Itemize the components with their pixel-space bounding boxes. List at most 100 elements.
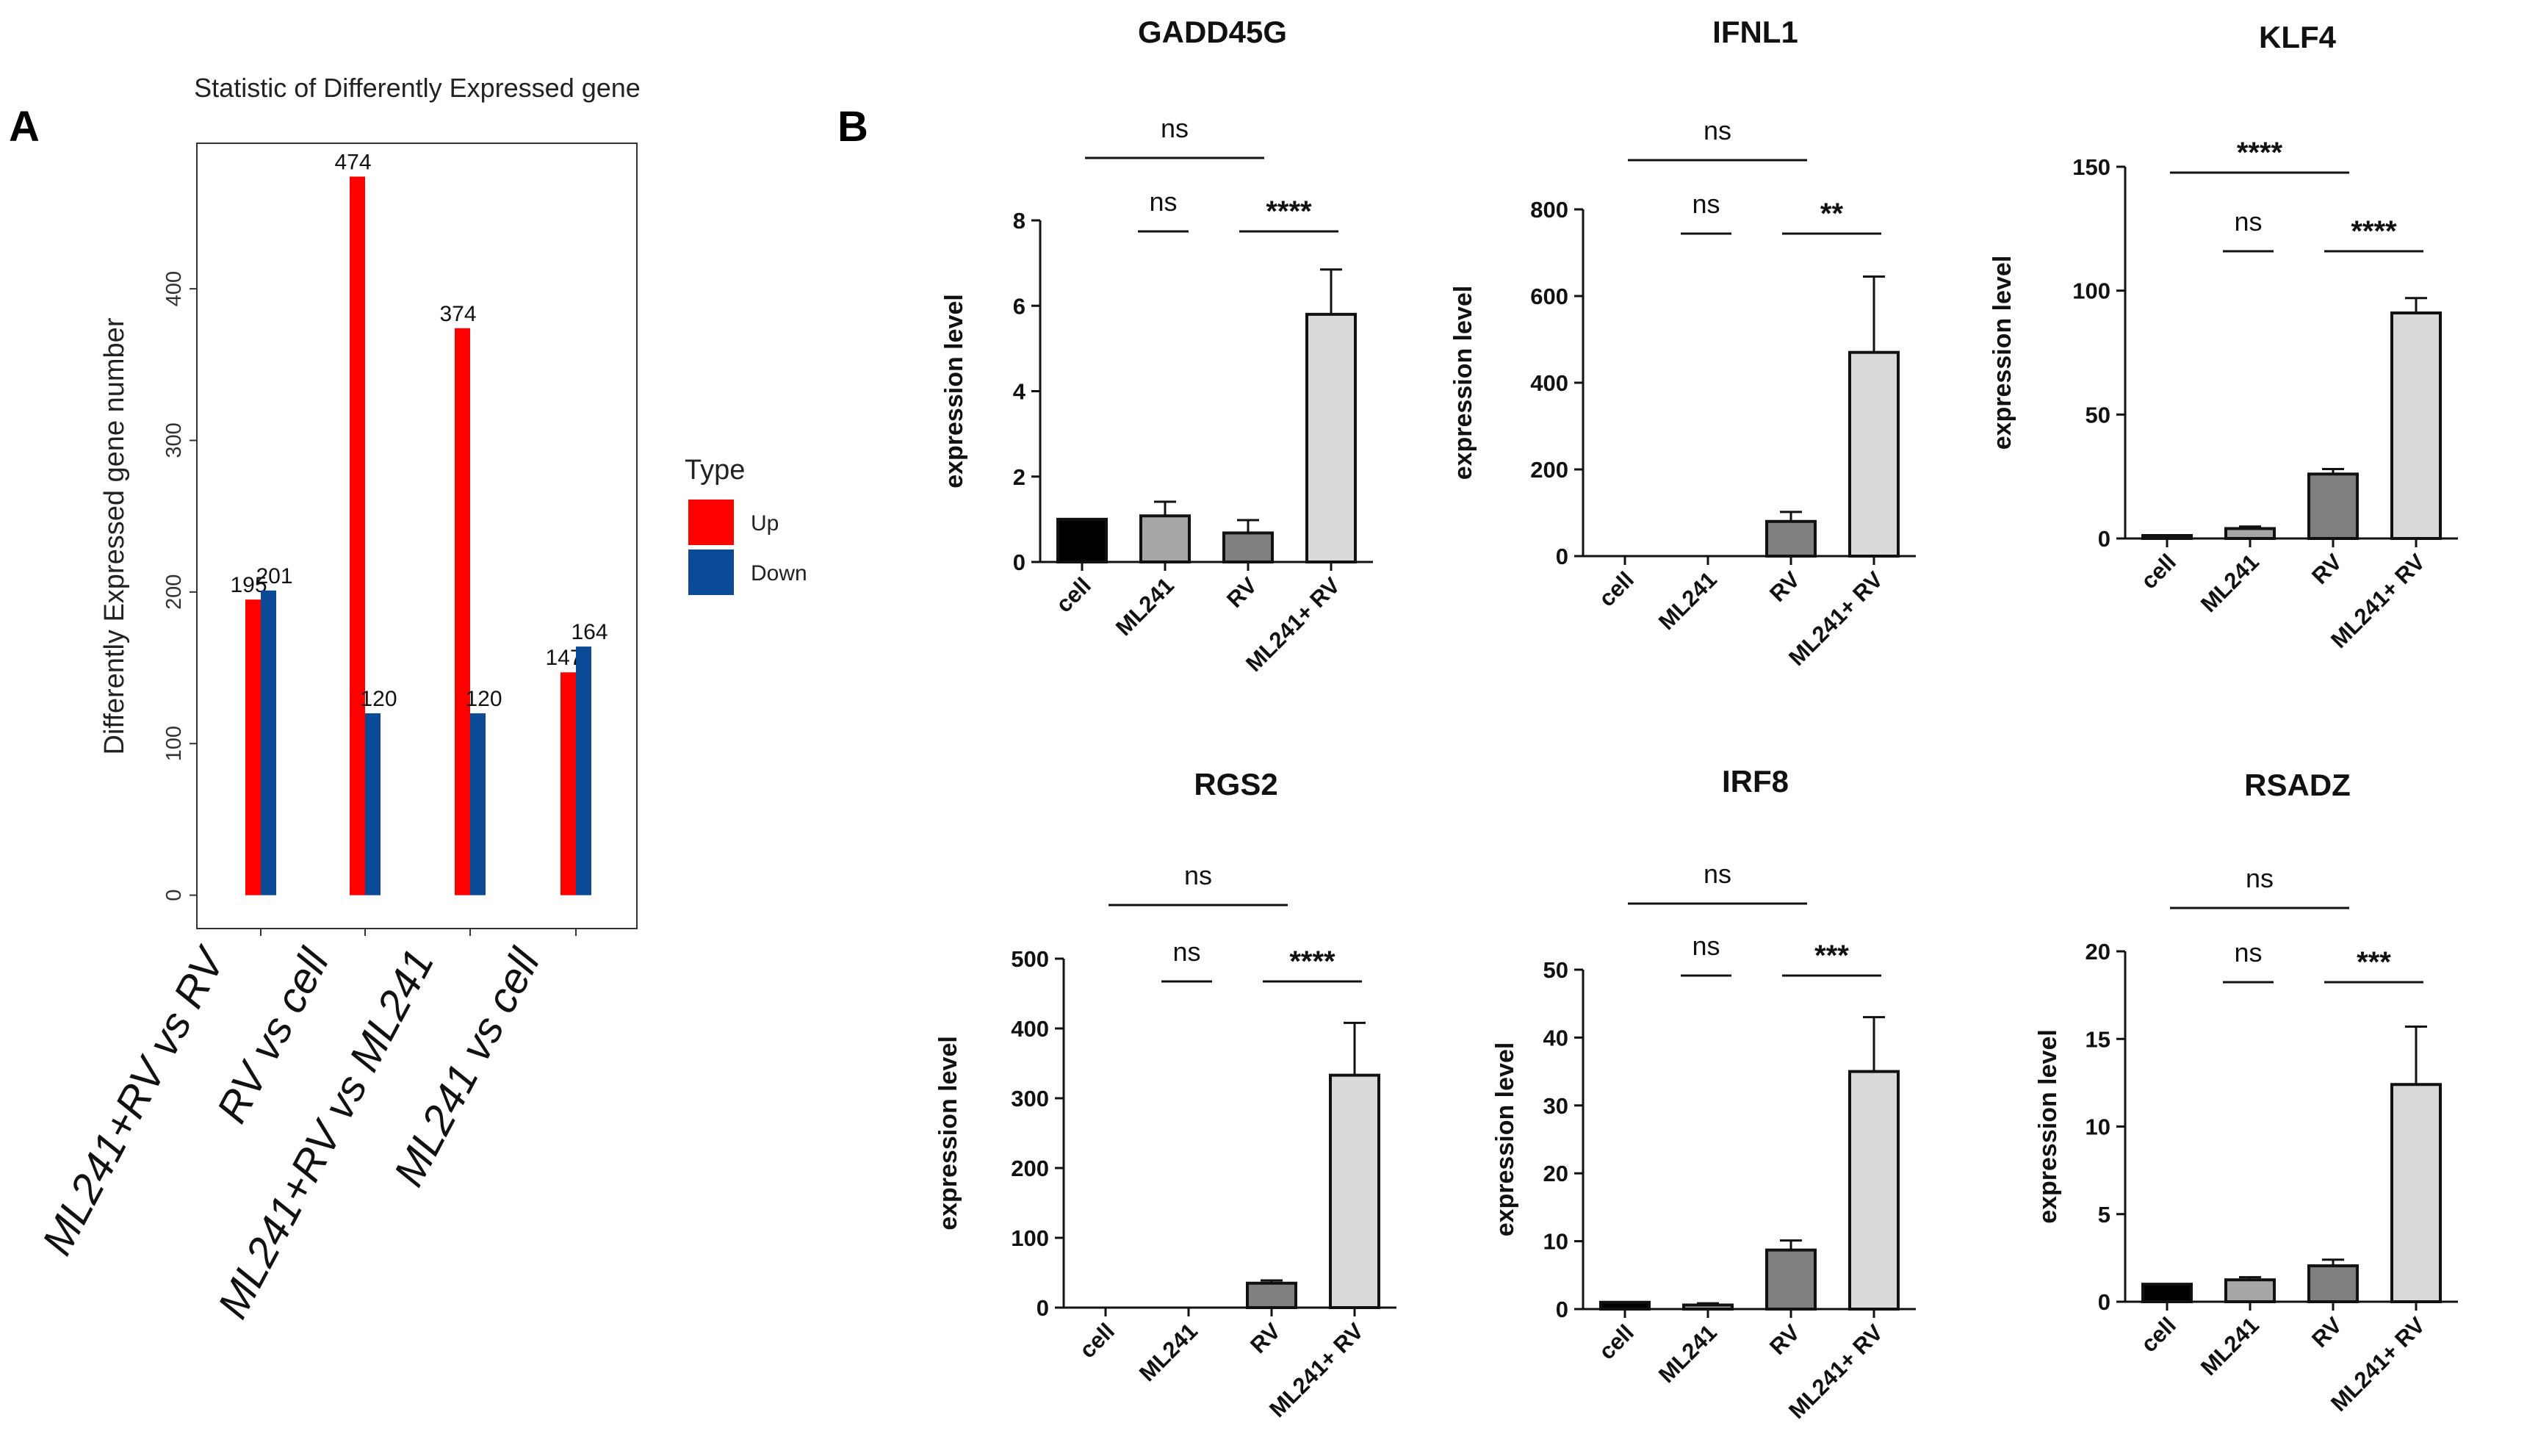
bar-rv [1765, 519, 1817, 558]
x-tick-label: RV [2307, 549, 2347, 589]
x-tick-label: ML241 [1654, 566, 1722, 635]
significance-label: ns [1704, 115, 1731, 145]
y-tick-label: 0 [1037, 1295, 1049, 1321]
de-gene-chart: Statistic of Differently Expressed gene D… [33, 73, 807, 1326]
x-tick-label: RV [1222, 572, 1262, 613]
bar-rv [1765, 1248, 1817, 1311]
y-tick-label: 20 [2086, 939, 2110, 965]
y-tick-label: 100 [162, 726, 186, 761]
y-tick-label: 0 [1013, 549, 1025, 575]
data-label-down: 120 [465, 687, 502, 711]
significance-label: ns [2234, 206, 2262, 237]
y-tick-label: 800 [1530, 197, 1568, 223]
significance-label: ns [1692, 931, 1720, 961]
x-tick-label: ML241 [1654, 1319, 1722, 1388]
bar-cell [2141, 1283, 2193, 1304]
significance-label: ns [2234, 937, 2262, 967]
bar-down [365, 713, 381, 895]
bar-up [350, 176, 365, 895]
y-tick-label: 5 [2098, 1202, 2110, 1228]
y-tick-label: 10 [2086, 1114, 2110, 1140]
bar-ml241-rv [1848, 1070, 1900, 1311]
bar-up [560, 672, 576, 895]
bar-ml241 [2224, 527, 2276, 540]
bar-rv [2307, 1264, 2359, 1304]
x-tick-label: ML241 [1134, 1318, 1203, 1386]
expression-chart-rsadz: RSADZ expression level 0 5 10 15 20 cell ML241 RV… [2034, 768, 2458, 1416]
x-tick-label: cell [1075, 1318, 1120, 1363]
bar-rv [2307, 472, 2359, 540]
y-tick-label: 4 [1013, 379, 1026, 405]
y-axis-label: expression level [1989, 256, 2016, 450]
y-tick-label: 100 [2072, 278, 2110, 304]
y-tick-label: 0 [1556, 544, 1568, 569]
bar-rv [1222, 531, 1274, 563]
y-tick-label: 0 [2098, 1289, 2110, 1315]
chart-title: GADD45G [1138, 15, 1287, 49]
bar-up [245, 599, 261, 895]
significance-label: ** [1820, 198, 1844, 230]
bar-ml241-rv [1329, 1073, 1380, 1310]
legend-label-down: Down [751, 561, 807, 585]
bar-ml241 [1682, 1303, 1734, 1311]
bar-ml241 [2224, 1278, 2276, 1303]
chart-a-title: Statistic of Differently Expressed gene [194, 73, 641, 103]
expression-panels: GADD45G expression level 0 2 4 6 8 cell ML241 RV M… [934, 15, 2458, 1424]
y-tick-label: 50 [2086, 402, 2110, 428]
bar-down [261, 590, 276, 895]
data-label-up: 474 [334, 150, 371, 174]
x-tick-label: ML241 [2196, 549, 2264, 617]
y-tick-label: 500 [1011, 946, 1049, 972]
x-tick-label: cell [1051, 572, 1096, 617]
x-tick-label: RV [2307, 1312, 2347, 1352]
significance-label: ns [1172, 937, 1200, 967]
bar-rv [1246, 1281, 1297, 1309]
bar-cell [1056, 517, 1108, 563]
y-tick-label: 50 [1543, 957, 1568, 983]
significance-label: ns [1704, 859, 1731, 889]
significance-label: ns [2246, 863, 2274, 893]
significance-label: *** [2357, 946, 2391, 979]
y-tick-label: 30 [1543, 1093, 1568, 1119]
x-tick-label: cell [1594, 566, 1639, 611]
expression-chart-ifnl1: IFNL1 expression level 0 200 400 600 800 cell ML… [1449, 15, 1916, 671]
y-axis-label: expression level [940, 294, 968, 489]
significance-label: ns [1149, 187, 1177, 217]
y-tick-label: 0 [162, 890, 186, 901]
significance-label: **** [1289, 945, 1335, 978]
y-tick-label: 400 [162, 271, 186, 306]
x-tick-label: cell [2136, 549, 2181, 594]
y-tick-label: 150 [2072, 154, 2110, 180]
y-tick-label: 400 [1011, 1016, 1049, 1042]
y-tick-label: 10 [1543, 1229, 1568, 1255]
expression-chart-irf8: IRF8 expression level 0 10 20 30 40 50 cell ML241… [1491, 764, 1916, 1424]
bar-ml241-rv [1305, 312, 1357, 563]
y-tick-label: 400 [1530, 370, 1568, 396]
chart-title: IRF8 [1722, 764, 1789, 799]
significance-label: **** [1266, 195, 1312, 228]
y-tick-label: 6 [1013, 293, 1025, 319]
bar-ml241-rv [2390, 1083, 2442, 1303]
x-tick-label: RV [1764, 566, 1805, 607]
legend-swatch-up [688, 500, 734, 545]
y-tick-label: 0 [1556, 1297, 1568, 1322]
chart-title: RSADZ [2244, 768, 2351, 802]
bar-cell [2141, 534, 2193, 540]
chart-title: KLF4 [2259, 20, 2337, 54]
panel-label-a: A [9, 103, 40, 151]
y-tick-label: 200 [1011, 1156, 1049, 1181]
expression-chart-rgs2: RGS2 expression level 0 100 200 300 400 500 cell… [934, 767, 1396, 1422]
y-tick-label: 200 [162, 574, 186, 610]
x-tick-label: cell [2136, 1312, 2181, 1357]
y-tick-label: 300 [162, 422, 186, 458]
y-tick-label: 40 [1543, 1025, 1568, 1050]
bar-ml241 [1139, 514, 1191, 563]
bar-down [470, 713, 486, 895]
bar-up [455, 328, 470, 895]
data-label-down: 164 [571, 620, 608, 644]
legend-title: Type [685, 455, 745, 486]
y-tick-label: 300 [1011, 1086, 1049, 1111]
significance-label: *** [1814, 940, 1849, 972]
